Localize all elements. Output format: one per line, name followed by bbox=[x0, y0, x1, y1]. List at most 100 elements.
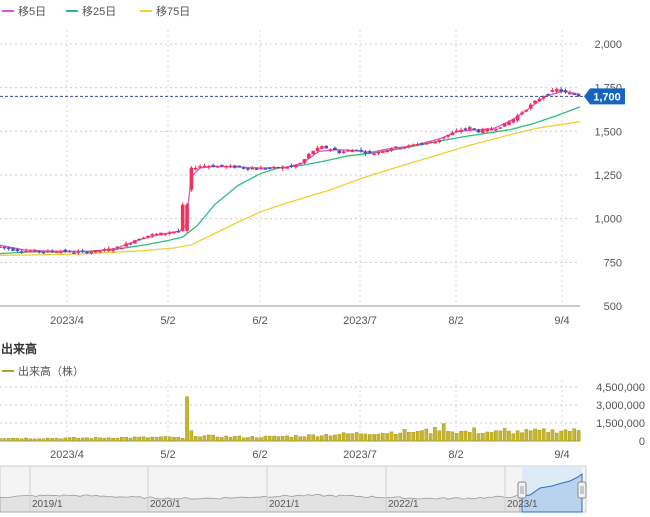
range-navigator[interactable]: 2019/1 2020/1 2021/1 2022/1 2023/1 bbox=[0, 465, 587, 513]
volume-bar bbox=[28, 438, 33, 442]
candle-body bbox=[89, 251, 94, 254]
volume-bar bbox=[263, 435, 268, 442]
candle-body bbox=[437, 139, 442, 143]
volume-bar bbox=[407, 432, 411, 442]
volume-bar bbox=[550, 429, 555, 442]
volume-bar bbox=[541, 428, 546, 442]
candle-body bbox=[172, 231, 176, 234]
volume-bar bbox=[280, 436, 285, 442]
volume-bar bbox=[524, 429, 529, 442]
navigator-left-handle[interactable] bbox=[517, 481, 527, 499]
candle-body bbox=[233, 165, 237, 168]
candle-body bbox=[272, 166, 276, 169]
volume-bar bbox=[50, 438, 54, 442]
volume-bar bbox=[172, 437, 176, 442]
volume-bar bbox=[289, 436, 294, 442]
candle-body bbox=[328, 149, 333, 151]
candle-body bbox=[555, 88, 559, 92]
volume-bar bbox=[494, 430, 498, 442]
candle-body bbox=[163, 233, 168, 235]
volume-bar bbox=[215, 436, 220, 442]
candle-body bbox=[433, 141, 437, 144]
candle-body bbox=[363, 152, 368, 154]
candle-body bbox=[128, 243, 133, 245]
volume-bar bbox=[141, 436, 146, 442]
candle-body bbox=[302, 159, 307, 164]
volume-grid bbox=[0, 380, 580, 442]
candle-body bbox=[568, 92, 572, 95]
navigator-tick: 2020/1 bbox=[150, 499, 181, 510]
candle-body bbox=[159, 232, 163, 236]
candle-body bbox=[59, 251, 63, 253]
candle-body bbox=[381, 151, 385, 153]
volume-bar bbox=[498, 430, 503, 442]
volume-bar bbox=[302, 436, 307, 442]
volume-bar bbox=[402, 429, 407, 442]
candle-body bbox=[485, 128, 489, 132]
navigator-right-handle[interactable] bbox=[577, 481, 587, 499]
volume-bar bbox=[189, 430, 194, 442]
volume-bar bbox=[115, 437, 120, 442]
volume-bar bbox=[459, 431, 463, 442]
volume-bar bbox=[537, 429, 542, 442]
price-y-tick: 500 bbox=[604, 301, 622, 313]
volume-bar bbox=[437, 430, 442, 442]
volume-x-tick: 2023/4 bbox=[50, 449, 84, 461]
candle-body bbox=[215, 166, 220, 168]
candle-body bbox=[563, 90, 568, 93]
volume-bar bbox=[206, 434, 211, 442]
volume-bar bbox=[119, 437, 124, 442]
volume-bar bbox=[85, 437, 89, 442]
candle-body bbox=[520, 112, 524, 115]
candle-body bbox=[576, 94, 581, 97]
candle-body bbox=[537, 98, 542, 102]
candle-body bbox=[541, 96, 546, 99]
volume-bar bbox=[19, 438, 24, 442]
candle-body bbox=[346, 150, 350, 152]
volume-bar bbox=[111, 438, 115, 442]
candle-body bbox=[93, 250, 98, 253]
candle-body bbox=[202, 165, 207, 168]
candle-body bbox=[67, 250, 72, 253]
candle-body bbox=[167, 232, 172, 234]
candle-body bbox=[11, 248, 15, 251]
volume-bar bbox=[367, 434, 372, 442]
candle-body bbox=[489, 128, 494, 131]
volume-bar bbox=[502, 428, 507, 442]
volume-bar bbox=[150, 436, 155, 442]
candle-body bbox=[207, 166, 211, 168]
candle-body bbox=[481, 129, 485, 133]
volume-bar bbox=[350, 433, 355, 442]
candle-body bbox=[498, 127, 503, 129]
volume-y-tick: 3,000,000 bbox=[596, 400, 645, 412]
volume-legend-label: 出来高（株） bbox=[18, 364, 84, 378]
volume-bar bbox=[568, 431, 572, 442]
price-x-tick: 9/4 bbox=[554, 315, 569, 327]
candle-body bbox=[459, 129, 463, 132]
candle-body bbox=[180, 204, 185, 231]
candle-body bbox=[468, 127, 472, 130]
volume-bar bbox=[507, 430, 511, 442]
candle-body bbox=[420, 143, 424, 145]
candle-body bbox=[124, 243, 128, 247]
volume-bar bbox=[324, 434, 329, 442]
volume-bar bbox=[2, 438, 7, 442]
volume-bar bbox=[259, 437, 263, 442]
candle-body bbox=[50, 251, 54, 253]
volume-bar bbox=[446, 431, 450, 442]
volume-bar bbox=[98, 437, 102, 442]
candle-body bbox=[106, 248, 111, 252]
volume-bar bbox=[72, 437, 76, 442]
candle-body bbox=[450, 132, 455, 136]
price-y-tick: 1,250 bbox=[594, 170, 622, 182]
volume-x-tick: 8/2 bbox=[448, 449, 463, 461]
volume-bar bbox=[489, 432, 494, 442]
volume-bar bbox=[415, 431, 420, 442]
volume-bar bbox=[468, 431, 472, 442]
volume-bar bbox=[11, 437, 15, 442]
volume-bar bbox=[559, 430, 563, 442]
current-price-label: 1,700 bbox=[593, 91, 621, 103]
candle-body bbox=[289, 165, 294, 168]
volume-bar bbox=[389, 431, 394, 442]
candle-body bbox=[550, 89, 555, 92]
